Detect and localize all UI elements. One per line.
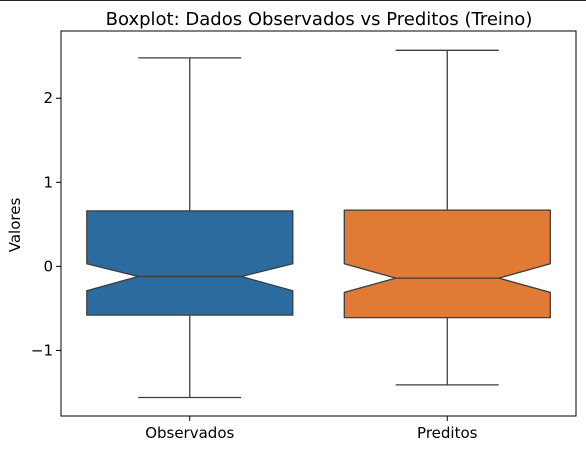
y-tick-label: 1 bbox=[43, 173, 53, 191]
y-tick-label: 0 bbox=[43, 257, 53, 275]
plot-area: 2 1 0 −1 Observados Preditos bbox=[31, 49, 551, 442]
y-tick-label: 2 bbox=[43, 89, 53, 107]
axes-frame bbox=[60, 30, 577, 417]
y-axis-label: Valores bbox=[6, 198, 24, 253]
x-tick-label: Preditos bbox=[417, 424, 478, 442]
x-tick-label: Observados bbox=[145, 424, 234, 442]
top-border-line bbox=[0, 0, 586, 1]
notched-box bbox=[343, 209, 551, 319]
chart-title: Boxplot: Dados Observados vs Preditos (T… bbox=[106, 9, 533, 30]
y-tick-label: −1 bbox=[31, 341, 53, 359]
notched-box bbox=[86, 210, 294, 316]
